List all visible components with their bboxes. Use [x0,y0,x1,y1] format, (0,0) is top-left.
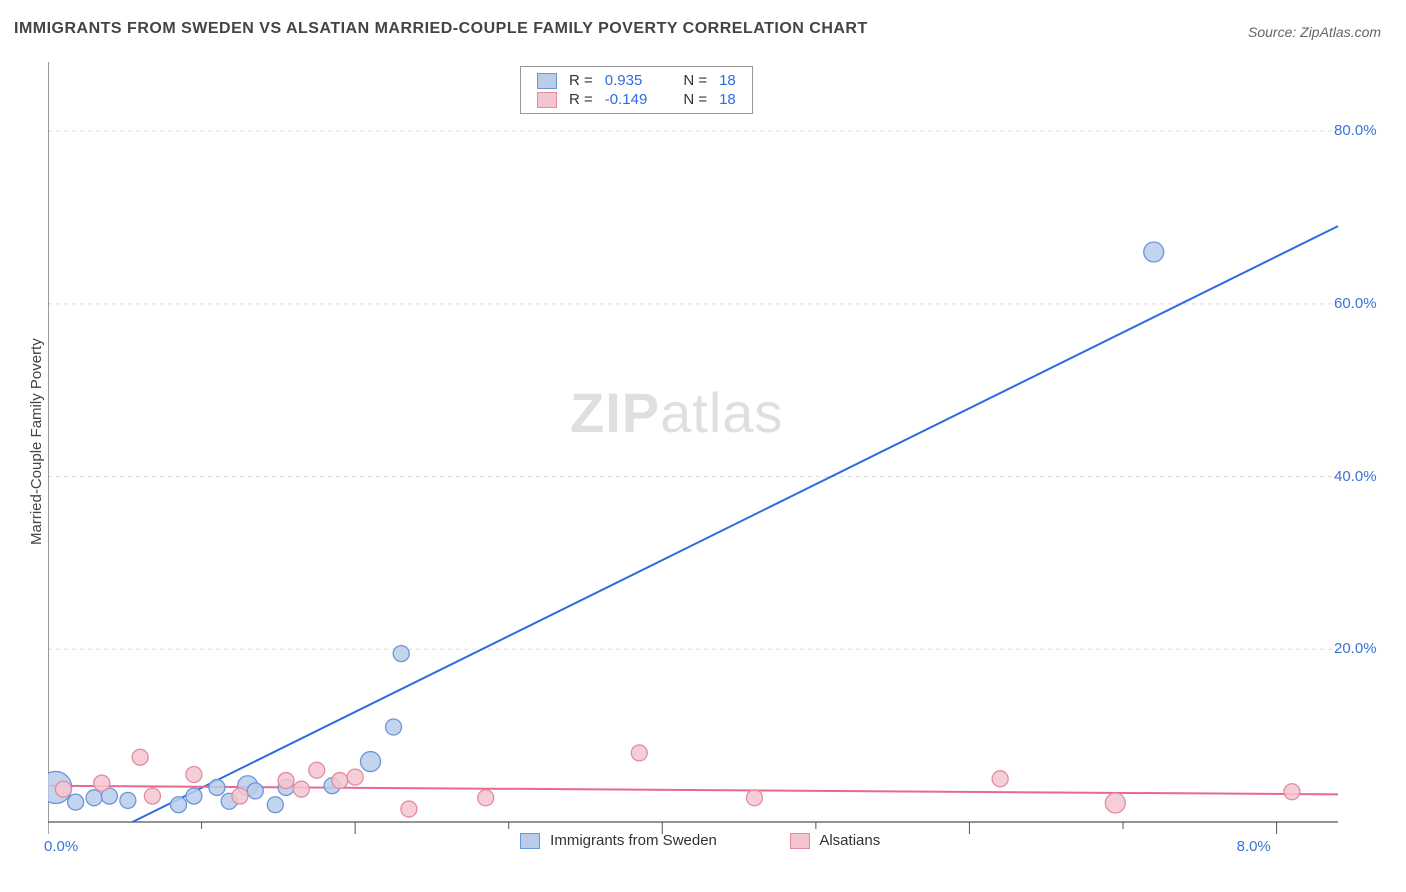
scatter-plot [48,62,1388,852]
y-axis-label: Married-Couple Family Poverty [28,338,45,545]
chart-title: IMMIGRANTS FROM SWEDEN VS ALSATIAN MARRI… [14,20,868,38]
x-tick-label: 0.0% [44,838,78,855]
y-tick-label: 20.0% [1334,640,1377,657]
y-tick-label: 40.0% [1334,468,1377,485]
source-label: Source: ZipAtlas.com [1248,24,1381,40]
y-tick-label: 80.0% [1334,122,1377,139]
x-tick-label: 8.0% [1237,838,1271,855]
y-tick-label: 60.0% [1334,295,1377,312]
